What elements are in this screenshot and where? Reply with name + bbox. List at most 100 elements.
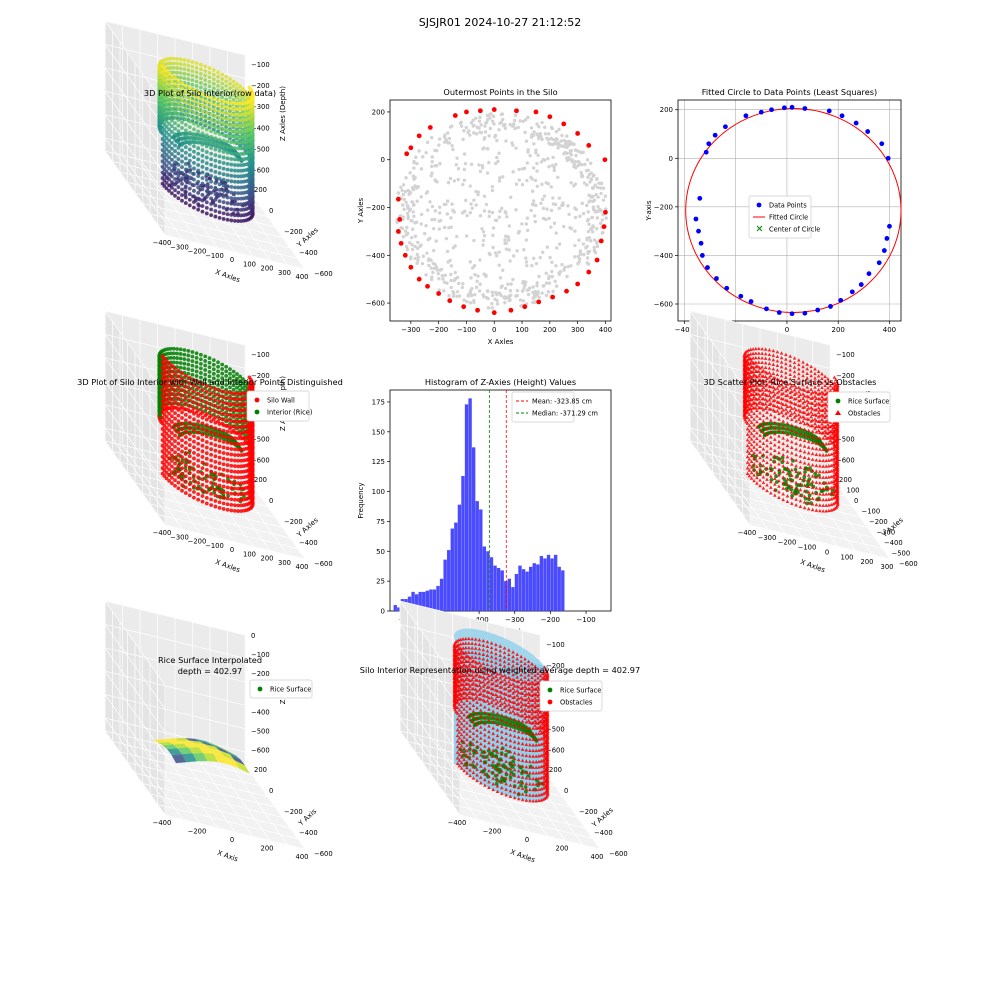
silo-point xyxy=(496,159,500,164)
wall-point xyxy=(209,174,214,178)
silo-point xyxy=(503,241,507,245)
y-tick-label: 100 xyxy=(372,488,385,496)
wall-point xyxy=(186,77,191,82)
silo-point xyxy=(534,150,538,155)
wall-point xyxy=(225,134,230,138)
z-tick-label: −600 xyxy=(251,456,270,464)
wall-point xyxy=(209,447,214,452)
wall-point xyxy=(173,433,177,438)
silo-point xyxy=(585,256,590,260)
wall-point xyxy=(207,79,212,84)
wall-point xyxy=(170,107,174,112)
wall-point xyxy=(167,183,171,188)
wall-point xyxy=(236,464,241,469)
silo-point xyxy=(585,218,590,223)
wall-point xyxy=(187,102,192,107)
wall-point xyxy=(228,376,232,381)
wall-point xyxy=(235,86,239,91)
wall-point xyxy=(192,456,196,461)
wall-point xyxy=(183,173,188,178)
wall-point xyxy=(190,73,195,78)
wall-point xyxy=(221,462,226,467)
silo-point xyxy=(413,185,418,189)
wall-point xyxy=(187,175,192,180)
wall-point xyxy=(186,362,191,367)
wall-point xyxy=(183,195,188,200)
wall-point xyxy=(209,202,214,206)
grid-line xyxy=(149,84,291,249)
wall-point xyxy=(229,201,234,206)
wall-point xyxy=(164,69,169,73)
x-tick-label: −100 xyxy=(205,542,224,550)
wall-point xyxy=(209,486,214,491)
silo-point xyxy=(525,263,529,268)
silo-point xyxy=(493,218,498,222)
wall-point xyxy=(217,505,222,510)
wall-point xyxy=(187,203,192,208)
wall-point xyxy=(239,152,244,156)
outermost-point xyxy=(395,196,401,202)
silo-point xyxy=(438,205,442,209)
wall-point xyxy=(236,475,241,480)
wall-point xyxy=(183,106,188,110)
wall-point xyxy=(239,207,244,212)
silo-point xyxy=(446,199,450,203)
wall-point xyxy=(164,164,169,168)
silo-point xyxy=(416,246,420,251)
wall-point xyxy=(200,404,205,409)
silo-point xyxy=(402,207,406,212)
silo-point xyxy=(505,215,509,219)
silo-point xyxy=(551,137,555,142)
z-tick-label: −400 xyxy=(251,124,270,132)
silo-point xyxy=(569,264,573,268)
silo-point xyxy=(590,186,595,190)
wall-point xyxy=(196,430,201,435)
wall-point xyxy=(200,415,205,420)
wall-point xyxy=(200,120,205,125)
wall-point xyxy=(196,441,201,446)
wall-point xyxy=(213,499,218,503)
wall-point xyxy=(183,178,188,183)
wall-point xyxy=(192,121,196,126)
wall-point xyxy=(200,387,205,392)
wall-point xyxy=(238,84,242,89)
wall-point xyxy=(167,110,171,115)
wall-point xyxy=(187,404,192,408)
wall-point xyxy=(239,124,244,128)
silo-point xyxy=(595,177,599,182)
wall-point xyxy=(167,105,171,109)
wall-point xyxy=(229,207,234,212)
wall-point xyxy=(221,116,226,121)
wall-point xyxy=(180,131,184,136)
silo-point xyxy=(510,124,515,128)
y-tick-label: 200 xyxy=(254,186,267,194)
x-tick-label: −100 xyxy=(798,544,817,552)
wall-point xyxy=(229,190,234,195)
wall-point xyxy=(209,168,214,173)
silo-point xyxy=(550,260,554,265)
hist-bar xyxy=(507,578,511,611)
silo-point xyxy=(408,171,412,175)
wall-point xyxy=(200,198,205,203)
silo-point xyxy=(468,184,472,188)
wall-point xyxy=(187,130,192,135)
silo-point xyxy=(453,270,458,275)
silo-point xyxy=(473,272,477,277)
hist-bar xyxy=(496,567,501,611)
wall-point xyxy=(239,174,244,179)
y-tick-label: 200 xyxy=(372,108,385,116)
silo-point xyxy=(604,216,608,220)
wall-point xyxy=(173,366,177,371)
wall-point xyxy=(221,428,226,433)
silo-point xyxy=(471,118,475,122)
wall-point xyxy=(187,426,192,431)
wall-point xyxy=(170,174,174,179)
silo-point xyxy=(419,212,424,217)
silo-point xyxy=(402,183,406,187)
silo-point xyxy=(535,281,539,285)
silo-point xyxy=(469,276,473,280)
y-tick-label: −600 xyxy=(314,560,333,568)
wall-point xyxy=(173,394,177,399)
x-tick-label: −200 xyxy=(429,326,448,334)
wall-point xyxy=(236,391,241,396)
